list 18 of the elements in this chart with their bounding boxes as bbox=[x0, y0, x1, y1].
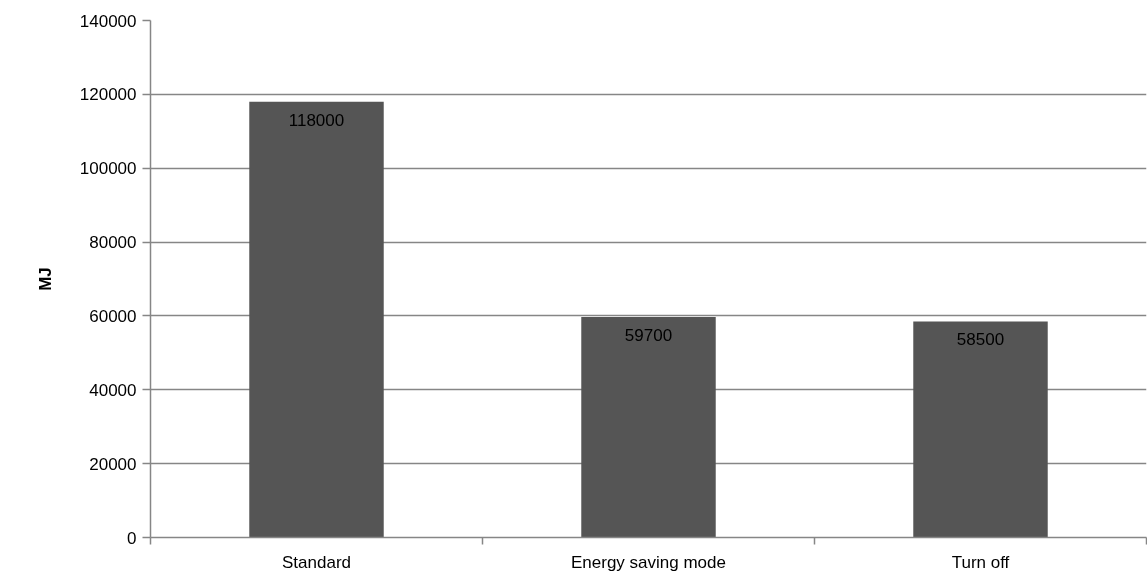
x-tick-label: Turn off bbox=[951, 552, 1010, 572]
bar bbox=[913, 321, 1048, 538]
x-tick-label: Energy saving mode bbox=[571, 552, 726, 572]
y-axis-title: MJ bbox=[35, 267, 55, 291]
y-tick-label: 60000 bbox=[89, 306, 137, 326]
bar bbox=[249, 101, 384, 538]
bar bbox=[581, 317, 716, 538]
y-tick-label: 20000 bbox=[89, 454, 137, 474]
data-label: 58500 bbox=[956, 330, 1005, 350]
y-tick-label: 140000 bbox=[79, 11, 137, 31]
y-tick-label: 120000 bbox=[79, 85, 137, 105]
data-label: 59700 bbox=[624, 326, 673, 346]
y-tick-label: 80000 bbox=[89, 233, 137, 253]
y-tick-label: 40000 bbox=[89, 380, 137, 400]
data-label: 118000 bbox=[288, 110, 345, 130]
y-tick-label: 0 bbox=[127, 528, 137, 548]
x-tick-label: Standard bbox=[282, 552, 351, 572]
y-tick-label: 100000 bbox=[79, 159, 137, 179]
